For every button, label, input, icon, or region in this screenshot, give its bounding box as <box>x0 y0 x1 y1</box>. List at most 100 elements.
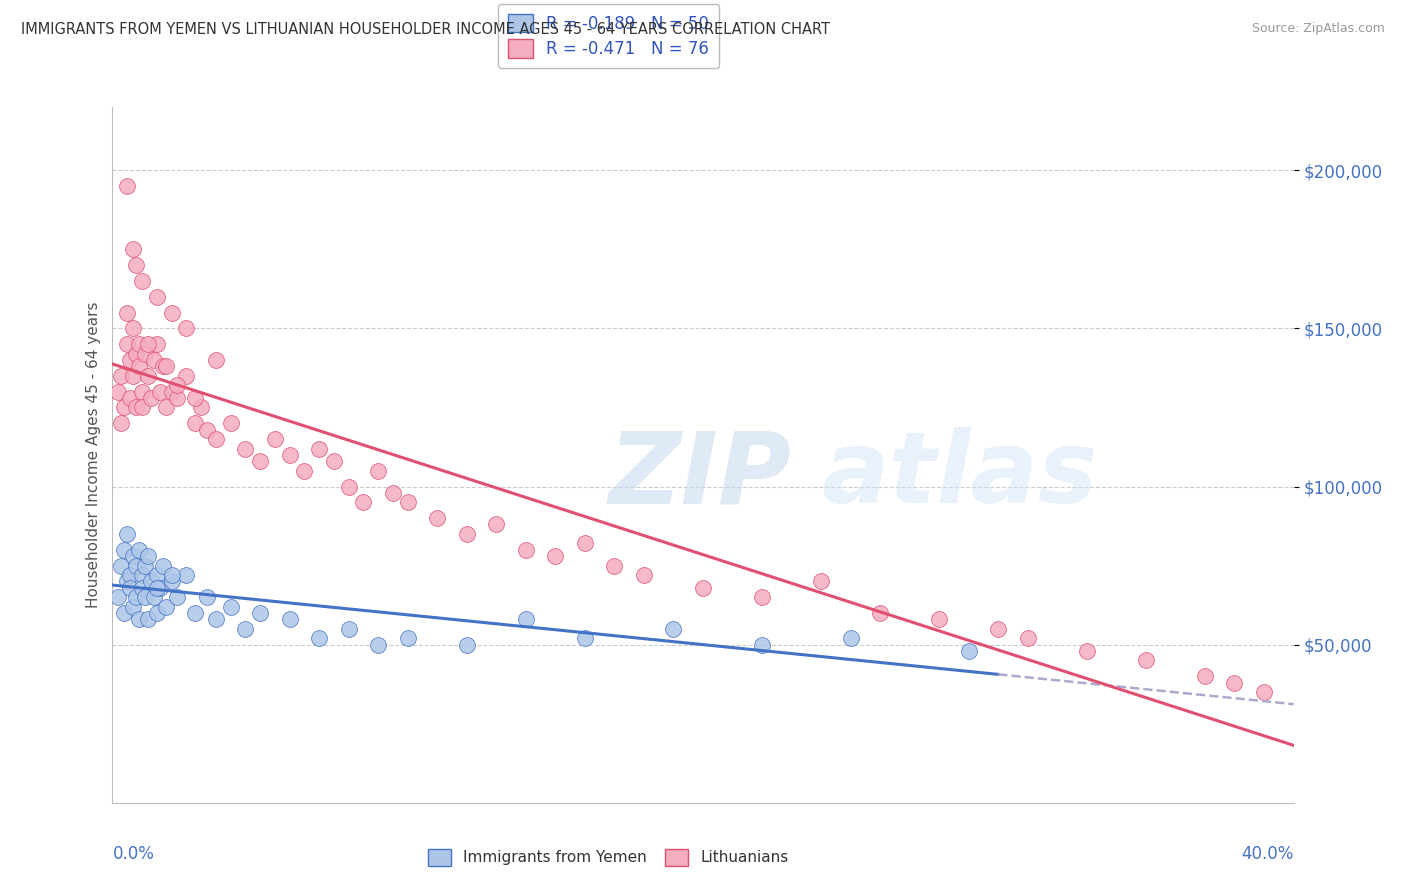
Text: ZIP: ZIP <box>609 427 792 524</box>
Point <box>117 337 138 351</box>
Point <box>1076 644 1098 658</box>
Point <box>367 464 389 478</box>
Point <box>166 378 188 392</box>
Point <box>1223 675 1246 690</box>
Point <box>134 558 156 573</box>
Point <box>155 599 177 614</box>
Point <box>205 612 228 626</box>
Point <box>125 558 148 573</box>
Point <box>128 612 150 626</box>
Point <box>122 368 145 383</box>
Point <box>120 568 142 582</box>
Point <box>166 591 188 605</box>
Point <box>107 591 129 605</box>
Text: 40.0%: 40.0% <box>1241 845 1294 863</box>
Point <box>928 612 950 626</box>
Text: atlas: atlas <box>821 427 1098 524</box>
Point <box>125 347 148 361</box>
Point <box>233 442 256 456</box>
Point <box>149 384 172 399</box>
Y-axis label: Householder Income Ages 45 - 64 years: Householder Income Ages 45 - 64 years <box>86 301 101 608</box>
Point <box>426 511 449 525</box>
Point <box>190 401 212 415</box>
Point <box>278 612 301 626</box>
Point <box>633 568 655 582</box>
Point <box>142 591 165 605</box>
Point <box>128 359 150 374</box>
Point <box>117 574 138 589</box>
Point <box>125 591 148 605</box>
Point <box>120 353 142 368</box>
Point <box>174 568 197 582</box>
Point <box>134 347 156 361</box>
Text: IMMIGRANTS FROM YEMEN VS LITHUANIAN HOUSEHOLDER INCOME AGES 45 - 64 YEARS CORREL: IMMIGRANTS FROM YEMEN VS LITHUANIAN HOUS… <box>21 22 830 37</box>
Point <box>515 612 537 626</box>
Point <box>184 391 207 405</box>
Point <box>195 591 218 605</box>
Point <box>117 179 138 194</box>
Point <box>152 359 174 374</box>
Point <box>308 442 330 456</box>
Point <box>112 606 135 620</box>
Point <box>155 401 177 415</box>
Point <box>184 606 207 620</box>
Point <box>1017 632 1039 646</box>
Point <box>131 401 153 415</box>
Point <box>292 464 315 478</box>
Point <box>139 574 162 589</box>
Point <box>146 337 169 351</box>
Point <box>166 391 188 405</box>
Point <box>869 606 891 620</box>
Point <box>337 622 360 636</box>
Point <box>219 417 242 431</box>
Point <box>146 568 169 582</box>
Point <box>544 549 567 563</box>
Point <box>219 599 242 614</box>
Point <box>249 606 271 620</box>
Point <box>751 591 773 605</box>
Point <box>131 384 153 399</box>
Point <box>205 353 228 368</box>
Point <box>987 622 1010 636</box>
Point <box>112 401 135 415</box>
Point <box>751 638 773 652</box>
Point <box>957 644 980 658</box>
Point <box>136 549 159 563</box>
Point <box>323 454 346 468</box>
Point <box>396 495 419 509</box>
Point <box>367 638 389 652</box>
Point <box>485 517 508 532</box>
Point <box>352 495 374 509</box>
Point <box>174 321 197 335</box>
Point <box>515 542 537 557</box>
Point <box>142 353 165 368</box>
Point <box>1253 685 1275 699</box>
Point <box>110 417 132 431</box>
Point <box>125 401 148 415</box>
Point <box>184 417 207 431</box>
Point <box>233 622 256 636</box>
Point <box>122 243 145 257</box>
Point <box>174 368 197 383</box>
Point <box>195 423 218 437</box>
Point <box>456 638 478 652</box>
Point <box>603 558 626 573</box>
Point <box>692 581 714 595</box>
Point <box>149 581 172 595</box>
Point <box>152 558 174 573</box>
Point <box>249 454 271 468</box>
Point <box>205 432 228 446</box>
Point <box>131 581 153 595</box>
Point <box>146 606 169 620</box>
Point <box>122 549 145 563</box>
Point <box>146 581 169 595</box>
Point <box>155 359 177 374</box>
Point <box>160 568 183 582</box>
Point <box>136 612 159 626</box>
Point <box>278 448 301 462</box>
Point <box>810 574 832 589</box>
Point <box>122 599 145 614</box>
Point <box>134 591 156 605</box>
Point <box>107 384 129 399</box>
Point <box>574 632 596 646</box>
